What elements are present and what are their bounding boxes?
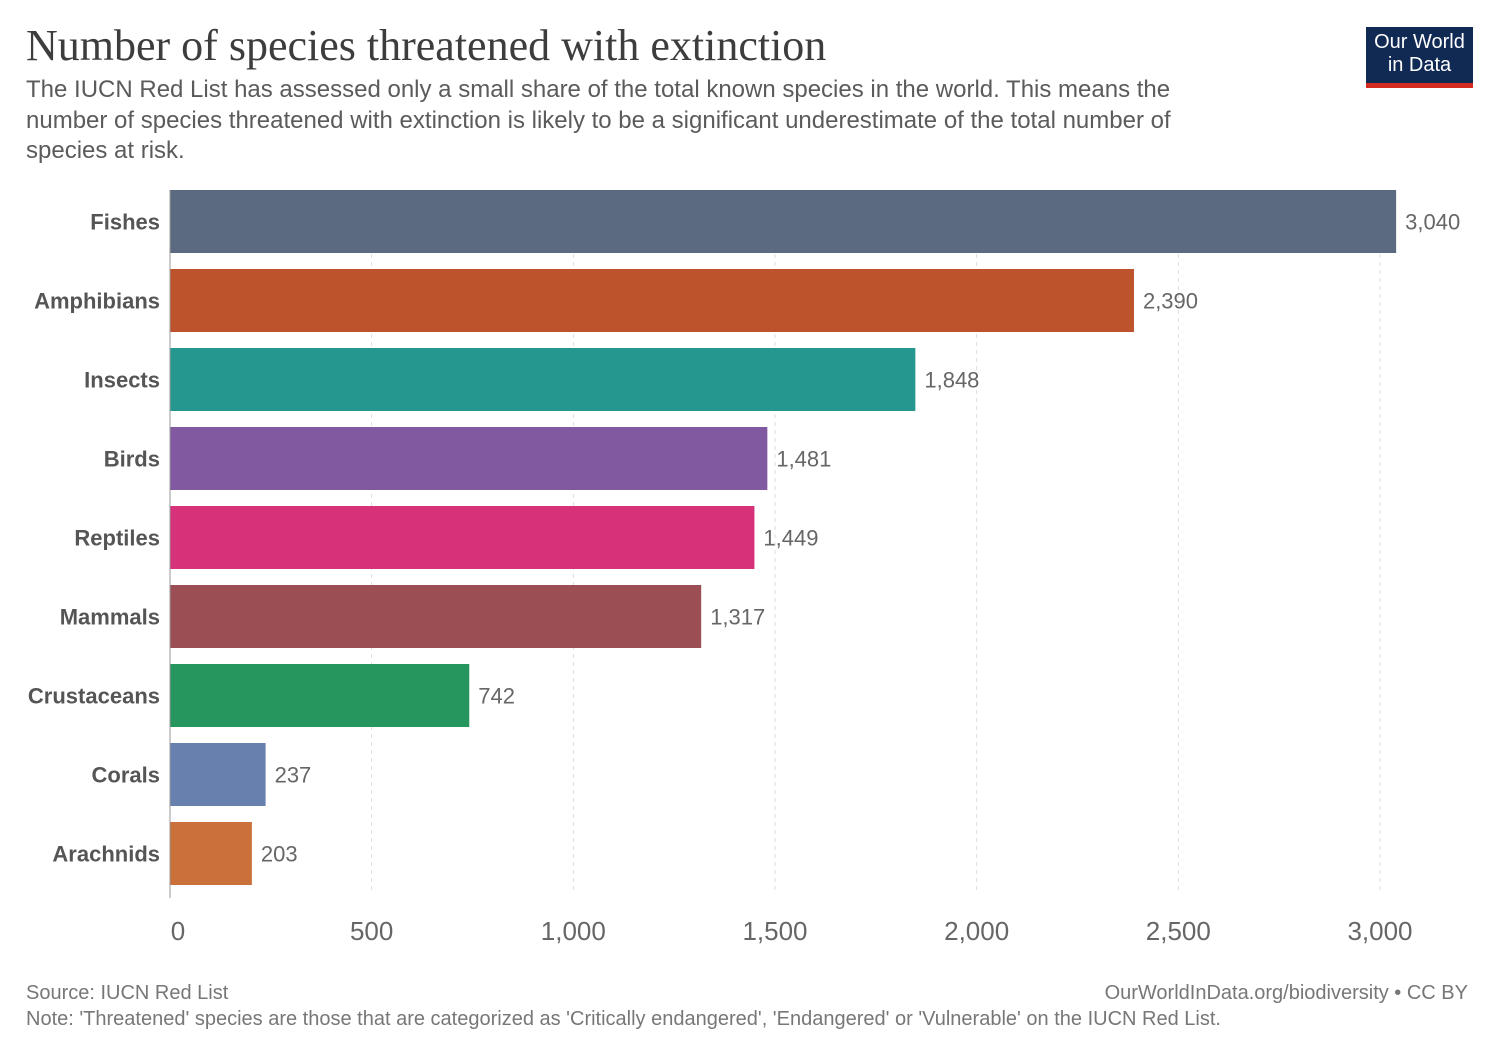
bar-mammals[interactable]	[170, 585, 702, 648]
category-label: Birds	[104, 447, 160, 472]
bar-reptiles[interactable]	[170, 506, 755, 569]
chart-subtitle: The IUCN Red List has assessed only a sm…	[26, 76, 1171, 164]
x-tick-label: 0	[171, 916, 185, 946]
value-label: 1,449	[763, 526, 818, 551]
value-label: 3,040	[1405, 210, 1460, 235]
bar-insects[interactable]	[170, 348, 916, 411]
x-tick-label: 3,000	[1347, 916, 1412, 946]
bar-chart: 0 500 1,000 1,500 2,000 2,500 3,000 Fishes 3,040…	[28, 190, 1460, 946]
value-label: 203	[261, 842, 298, 867]
value-label: 1,481	[776, 447, 831, 472]
category-label: Amphibians	[34, 289, 160, 314]
url-license-link[interactable]: OurWorldInData.org/biodiversity • CC BY	[1104, 982, 1468, 1004]
value-label: 237	[275, 763, 312, 788]
value-label: 2,390	[1143, 289, 1198, 314]
category-label: Mammals	[60, 605, 160, 630]
bar-arachnids[interactable]	[170, 822, 252, 885]
x-tick-label: 1,000	[541, 916, 606, 946]
bar-amphibians[interactable]	[170, 269, 1134, 332]
value-label: 1,848	[924, 368, 979, 393]
bar-birds[interactable]	[170, 427, 768, 490]
category-label: Corals	[92, 763, 160, 788]
category-label: Reptiles	[74, 526, 160, 551]
x-tick-label: 2,000	[944, 916, 1009, 946]
x-tick-label: 2,500	[1146, 916, 1211, 946]
value-label: 742	[478, 684, 515, 709]
bar-fishes[interactable]	[170, 190, 1397, 253]
bar-crustaceans[interactable]	[170, 664, 470, 727]
value-label: 1,317	[710, 605, 765, 630]
x-tick-label: 500	[350, 916, 393, 946]
chart-title: Number of species threatened with extinc…	[26, 21, 827, 70]
category-label: Insects	[84, 368, 160, 393]
x-tick-label: 1,500	[742, 916, 807, 946]
bar-corals[interactable]	[170, 743, 266, 806]
category-label: Arachnids	[52, 842, 160, 867]
note-text: Note: 'Threatened' species are those tha…	[26, 1008, 1221, 1030]
category-label: Fishes	[90, 210, 160, 235]
owid-logo[interactable]: Our World in Data	[1366, 27, 1473, 88]
category-label: Crustaceans	[28, 684, 160, 709]
source-text: Source: IUCN Red List	[26, 982, 229, 1004]
